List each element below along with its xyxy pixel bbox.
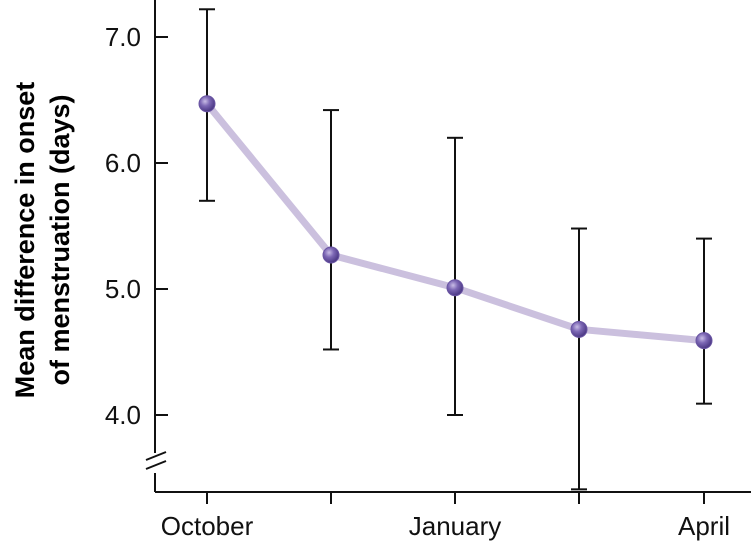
data-point-0: [198, 95, 216, 113]
y-tick-label-4: 4.0: [105, 400, 141, 430]
y-tick-label-5: 5.0: [105, 274, 141, 304]
x-tick-label-april: April: [678, 511, 730, 541]
x-tick-label-january: January: [409, 511, 502, 541]
data-point-4: [695, 332, 713, 350]
y-tick-label-7: 7.0: [105, 22, 141, 52]
x-tick-label-october: October: [161, 511, 254, 541]
y-tick-label-6: 6.0: [105, 148, 141, 178]
y-axis-title-line-1: Mean difference in onset: [10, 82, 40, 399]
axis-break-marker: [145, 451, 167, 470]
data-point-2: [446, 279, 464, 297]
data-point-3: [570, 320, 588, 338]
data-point-1: [322, 246, 340, 264]
y-axis-title-line-2: of menstruation (days): [45, 94, 75, 385]
